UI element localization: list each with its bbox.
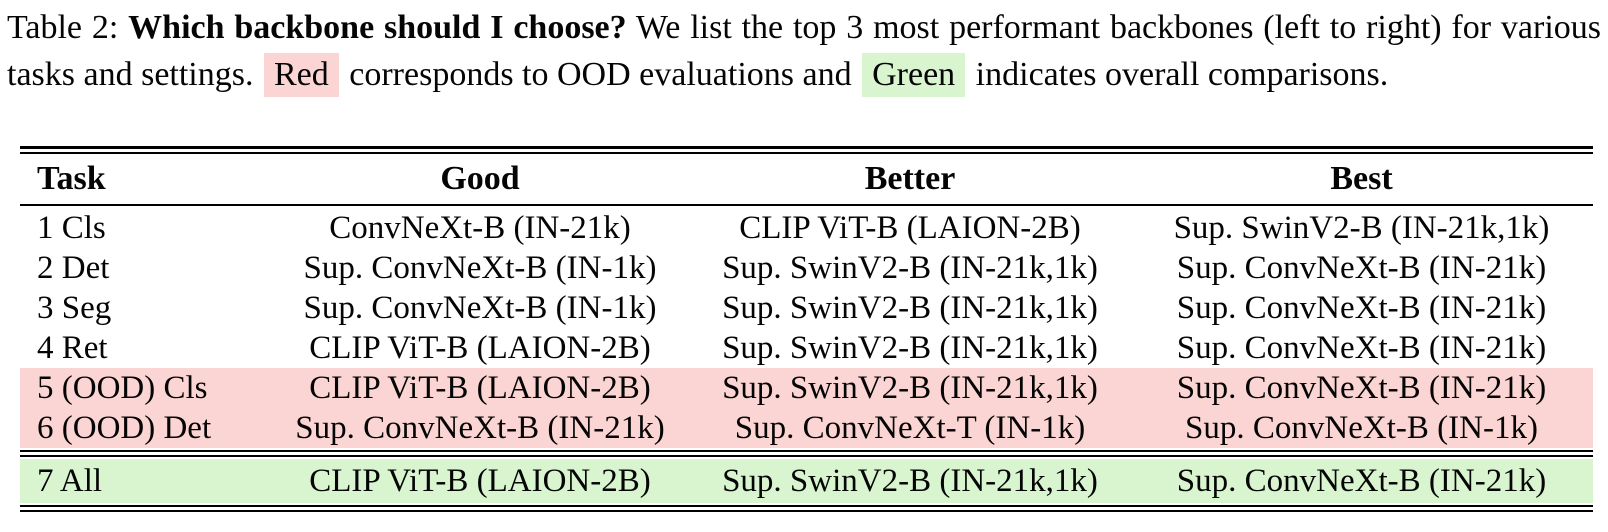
table-caption: Table 2: Which backbone should I choose?…: [7, 4, 1601, 98]
better-cell: Sup. SwinV2-B (IN-21k,1k): [722, 462, 1098, 499]
better-cell: CLIP ViT-B (LAION-2B): [739, 209, 1081, 246]
table-row-6-ood-det: 6 (OOD) Det Sup. ConvNeXt-B (IN-21k) Sup…: [20, 408, 1593, 448]
better-cell: Sup. SwinV2-B (IN-21k,1k): [722, 369, 1098, 406]
backbone-table: Task Good Better Best 1 Cls ConvNeXt-B (…: [20, 146, 1593, 512]
task-cell: 3 Seg: [37, 289, 112, 326]
caption-label: Table 2:: [7, 9, 119, 46]
bottom-rule-1: [20, 505, 1593, 507]
better-cell: Sup. ConvNeXt-T (IN-1k): [734, 409, 1086, 446]
table-row-4-ret: 4 Ret CLIP ViT-B (LAION-2B) Sup. SwinV2-…: [20, 328, 1593, 368]
best-cell: Sup. ConvNeXt-B (IN-21k): [1176, 249, 1547, 286]
col-header-better: Better: [864, 160, 956, 197]
task-cell: 1 Cls: [37, 209, 106, 246]
mid-double-rule-2: [20, 455, 1593, 457]
best-cell: Sup. ConvNeXt-B (IN-21k): [1176, 289, 1547, 326]
good-cell: Sup. ConvNeXt-B (IN-1k): [303, 289, 657, 326]
best-cell: Sup. ConvNeXt-B (IN-1k): [1185, 409, 1538, 446]
header-rule: [20, 204, 1593, 206]
best-cell: Sup. ConvNeXt-B (IN-21k): [1176, 329, 1547, 366]
good-cell: CLIP ViT-B (LAION-2B): [309, 369, 651, 406]
good-cell: CLIP ViT-B (LAION-2B): [309, 462, 651, 499]
task-cell: 6 (OOD) Det: [37, 409, 212, 446]
best-cell: Sup. SwinV2-B (IN-21k,1k): [1173, 209, 1550, 246]
top-rule-2: [20, 152, 1593, 154]
caption-red-swatch: Red: [263, 53, 339, 97]
table-row-7-all: 7 All CLIP ViT-B (LAION-2B) Sup. SwinV2-…: [20, 459, 1593, 503]
task-cell: 7 All: [37, 462, 103, 499]
header-row: Task Good Better Best: [20, 154, 1593, 204]
caption-green-swatch: Green: [862, 53, 966, 97]
bottom-rule-gap: [20, 507, 1593, 510]
caption-body-2: corresponds to OOD evaluations and: [349, 56, 852, 93]
bottom-rule-2: [20, 510, 1593, 512]
good-cell: ConvNeXt-B (IN-21k): [329, 209, 631, 246]
caption-title: Which backbone should I choose?: [128, 9, 627, 46]
caption-body-1: We list the top 3 most performant backbo…: [7, 9, 1602, 93]
good-cell: Sup. ConvNeXt-B (IN-21k): [295, 409, 665, 446]
table-row-1-cls: 1 Cls ConvNeXt-B (IN-21k) CLIP ViT-B (LA…: [20, 208, 1593, 248]
task-cell: 2 Det: [37, 249, 110, 286]
table-row-2-det: 2 Det Sup. ConvNeXt-B (IN-1k) Sup. SwinV…: [20, 248, 1593, 288]
task-cell: 4 Ret: [37, 329, 108, 366]
col-header-good: Good: [440, 160, 520, 197]
better-cell: Sup. SwinV2-B (IN-21k,1k): [722, 329, 1098, 366]
task-cell: 5 (OOD) Cls: [37, 369, 208, 406]
good-cell: CLIP ViT-B (LAION-2B): [309, 329, 651, 366]
mid-double-rule-1: [20, 450, 1593, 452]
table-row-3-seg: 3 Seg Sup. ConvNeXt-B (IN-1k) Sup. SwinV…: [20, 288, 1593, 328]
top-rule-1: [20, 146, 1593, 149]
good-cell: Sup. ConvNeXt-B (IN-1k): [303, 249, 657, 286]
better-cell: Sup. SwinV2-B (IN-21k,1k): [722, 249, 1098, 286]
caption-body-3: indicates overall comparisons.: [975, 56, 1389, 93]
col-header-task: Task: [37, 160, 106, 197]
mid-double-rule-gap: [20, 452, 1593, 455]
best-cell: Sup. ConvNeXt-B (IN-21k): [1176, 369, 1547, 406]
better-cell: Sup. SwinV2-B (IN-21k,1k): [722, 289, 1098, 326]
table-row-5-ood-cls: 5 (OOD) Cls CLIP ViT-B (LAION-2B) Sup. S…: [20, 368, 1593, 408]
top-rule-gap: [20, 149, 1593, 152]
col-header-best: Best: [1330, 160, 1393, 197]
best-cell: Sup. ConvNeXt-B (IN-21k): [1176, 462, 1547, 499]
